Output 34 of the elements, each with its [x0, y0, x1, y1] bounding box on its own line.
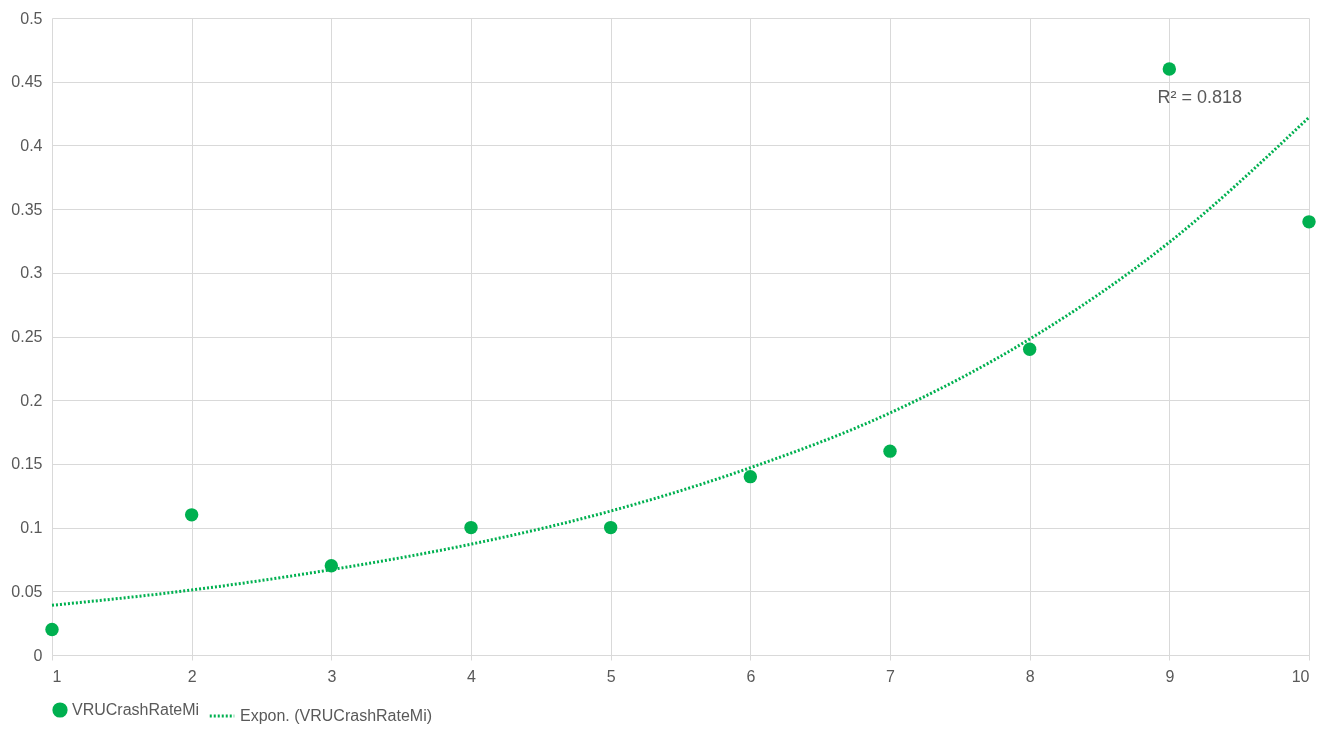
- y-tick-label: 0.3: [20, 264, 43, 282]
- x-tick-label: 10: [1291, 667, 1310, 685]
- x-tick-label: 7: [886, 667, 896, 685]
- x-tick-label: 3: [327, 667, 337, 685]
- y-tick-label: 0.2: [20, 391, 43, 409]
- point: [45, 622, 59, 637]
- point: [743, 469, 758, 484]
- y-tick-label: 0.5: [20, 9, 43, 27]
- annotation: R² = 0.818: [1157, 87, 1242, 107]
- point: [883, 444, 897, 458]
- y-tick-label: 0.35: [11, 200, 43, 218]
- point: [1022, 342, 1037, 356]
- y-tick-label: 0.15: [11, 455, 43, 473]
- y-tick-label: 0: [33, 646, 43, 664]
- y-tick-label: 0.25: [11, 328, 43, 345]
- point: [603, 520, 618, 535]
- x-tick-label: 5: [606, 667, 616, 685]
- y-tick-label: 0.45: [11, 73, 43, 91]
- y-tick-label: 0.1: [20, 519, 43, 537]
- legend-label: VRUCrashRateMi: [72, 701, 200, 718]
- point: [184, 508, 199, 522]
- point: [1302, 215, 1316, 229]
- x-tick-label: 1: [52, 667, 62, 685]
- x-tick-label: 4: [467, 667, 477, 685]
- x-tick-label: 8: [1025, 667, 1035, 685]
- y-tick-label: 0.05: [11, 582, 43, 600]
- x-tick-label: 2: [187, 667, 197, 685]
- line-series: [50, 115, 1311, 607]
- legend-label: Expon. (VRUCrashRateMi): [240, 707, 433, 724]
- x-tick-label: 6: [746, 667, 756, 685]
- point: [464, 520, 478, 535]
- x-tick-label: 9: [1165, 667, 1175, 685]
- point: [1162, 62, 1177, 76]
- y-tick-label: 0.4: [20, 136, 43, 154]
